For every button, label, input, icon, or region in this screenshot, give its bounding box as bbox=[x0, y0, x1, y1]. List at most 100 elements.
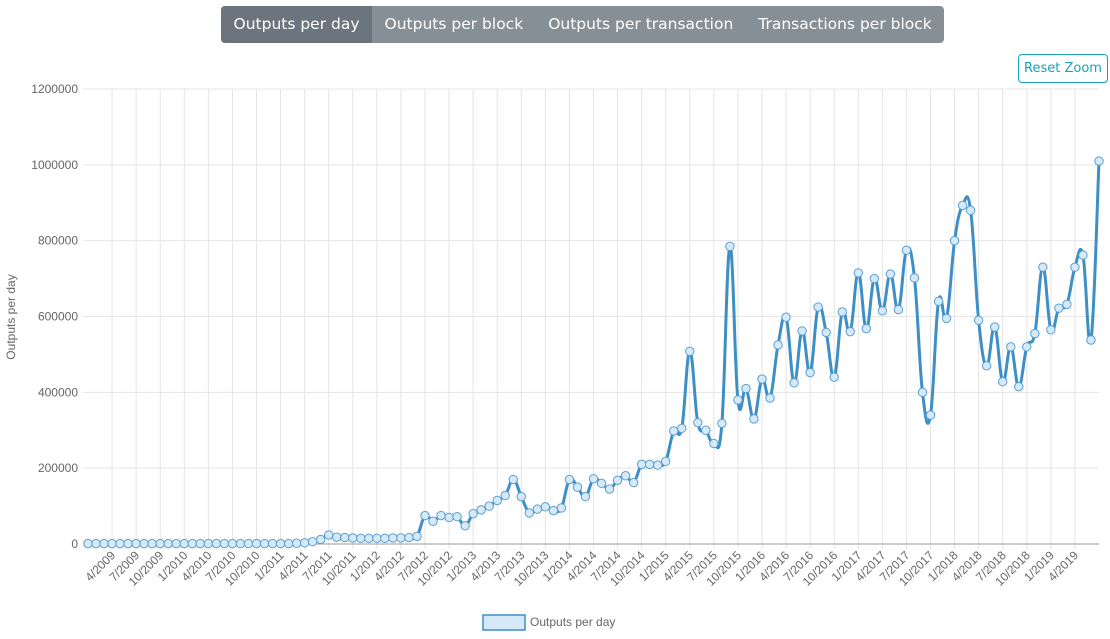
data-point[interactable] bbox=[155, 538, 165, 549]
data-point[interactable] bbox=[893, 304, 904, 315]
data-point[interactable] bbox=[596, 478, 607, 489]
data-point[interactable] bbox=[620, 471, 631, 481]
data-point[interactable] bbox=[299, 538, 310, 548]
tab-outputs-per-day[interactable]: Outputs per day bbox=[221, 6, 373, 43]
data-point[interactable] bbox=[933, 296, 944, 307]
data-point[interactable] bbox=[500, 490, 510, 501]
data-point[interactable] bbox=[436, 510, 446, 521]
data-point[interactable] bbox=[965, 205, 976, 216]
data-point[interactable] bbox=[829, 372, 839, 382]
data-point[interactable] bbox=[235, 538, 246, 549]
data-point[interactable] bbox=[693, 417, 703, 428]
data-point[interactable] bbox=[709, 438, 719, 449]
data-point[interactable] bbox=[187, 538, 198, 549]
data-point[interactable] bbox=[773, 340, 783, 350]
data-point[interactable] bbox=[572, 482, 583, 492]
data-point[interactable] bbox=[636, 459, 647, 470]
data-point[interactable] bbox=[1070, 262, 1080, 272]
data-point[interactable] bbox=[998, 377, 1008, 387]
data-point[interactable] bbox=[757, 374, 767, 384]
data-point[interactable] bbox=[115, 538, 125, 549]
data-point[interactable] bbox=[1062, 299, 1072, 310]
data-point[interactable] bbox=[484, 501, 494, 511]
data-point[interactable] bbox=[99, 538, 109, 549]
data-point[interactable] bbox=[1054, 303, 1064, 313]
data-point[interactable] bbox=[219, 538, 230, 549]
data-point[interactable] bbox=[925, 410, 936, 420]
data-point[interactable] bbox=[267, 538, 278, 549]
data-point[interactable] bbox=[516, 491, 526, 502]
data-point[interactable] bbox=[548, 505, 559, 516]
data-point[interactable] bbox=[211, 538, 222, 549]
data-point[interactable] bbox=[556, 503, 567, 513]
data-point[interactable] bbox=[460, 521, 470, 531]
data-point[interactable] bbox=[540, 502, 551, 512]
data-point[interactable] bbox=[251, 538, 262, 549]
data-point[interactable] bbox=[885, 269, 896, 279]
data-point[interactable] bbox=[628, 477, 639, 488]
data-point[interactable] bbox=[227, 538, 238, 549]
data-point[interactable] bbox=[797, 326, 807, 336]
data-point[interactable] bbox=[476, 505, 486, 515]
data-point[interactable] bbox=[644, 459, 655, 470]
data-point[interactable] bbox=[283, 538, 294, 549]
data-point[interactable] bbox=[909, 273, 920, 283]
data-point[interactable] bbox=[604, 484, 615, 494]
data-point[interactable] bbox=[564, 474, 575, 485]
data-point[interactable] bbox=[532, 504, 543, 514]
data-point[interactable] bbox=[661, 456, 671, 467]
data-point[interactable] bbox=[853, 268, 863, 278]
data-point[interactable] bbox=[404, 532, 414, 543]
data-point[interactable] bbox=[324, 530, 334, 540]
data-point[interactable] bbox=[171, 538, 181, 549]
data-point[interactable] bbox=[1038, 262, 1048, 272]
data-point[interactable] bbox=[259, 538, 270, 549]
data-point[interactable] bbox=[396, 533, 406, 543]
data-point[interactable] bbox=[941, 313, 952, 324]
data-point[interactable] bbox=[147, 538, 157, 549]
data-point[interactable] bbox=[420, 510, 430, 521]
data-point[interactable] bbox=[749, 414, 759, 424]
data-point[interactable] bbox=[131, 538, 141, 549]
data-point[interactable] bbox=[869, 273, 880, 284]
data-point[interactable] bbox=[275, 538, 286, 549]
data-point[interactable] bbox=[428, 516, 438, 526]
data-point[interactable] bbox=[669, 426, 679, 436]
data-point[interactable] bbox=[677, 423, 687, 434]
data-point[interactable] bbox=[588, 474, 599, 484]
data-point[interactable] bbox=[845, 326, 855, 337]
data-point[interactable] bbox=[123, 538, 133, 549]
data-point[interactable] bbox=[307, 537, 318, 547]
data-point[interactable] bbox=[741, 383, 751, 394]
data-point[interactable] bbox=[332, 532, 342, 542]
data-point[interactable] bbox=[364, 533, 374, 544]
data-point[interactable] bbox=[949, 235, 960, 246]
data-point[interactable] bbox=[139, 538, 149, 549]
data-point[interactable] bbox=[781, 312, 791, 322]
reset-zoom-button[interactable]: Reset Zoom bbox=[1018, 54, 1108, 83]
data-point[interactable] bbox=[725, 241, 735, 252]
data-point[interactable] bbox=[163, 538, 173, 549]
tab-outputs-per-transaction[interactable]: Outputs per transaction bbox=[548, 15, 734, 33]
data-point[interactable] bbox=[981, 361, 992, 371]
data-point[interactable] bbox=[243, 538, 254, 549]
data-point[interactable] bbox=[813, 302, 823, 312]
data-point[interactable] bbox=[805, 367, 815, 378]
data-point[interactable] bbox=[444, 512, 454, 523]
data-point[interactable] bbox=[107, 538, 117, 549]
data-point[interactable] bbox=[1030, 328, 1040, 339]
data-point[interactable] bbox=[1086, 335, 1096, 345]
data-point[interactable] bbox=[973, 315, 984, 325]
data-point[interactable] bbox=[315, 534, 326, 545]
data-point[interactable] bbox=[717, 418, 727, 429]
data-point[interactable] bbox=[989, 322, 1000, 332]
legend[interactable]: Outputs per day bbox=[482, 614, 615, 631]
data-point[interactable] bbox=[179, 538, 189, 549]
data-point[interactable] bbox=[701, 425, 711, 435]
data-point[interactable] bbox=[492, 495, 502, 506]
data-point[interactable] bbox=[340, 532, 350, 543]
data-point[interactable] bbox=[195, 538, 206, 549]
data-point[interactable] bbox=[789, 378, 799, 388]
data-point[interactable] bbox=[372, 533, 382, 544]
